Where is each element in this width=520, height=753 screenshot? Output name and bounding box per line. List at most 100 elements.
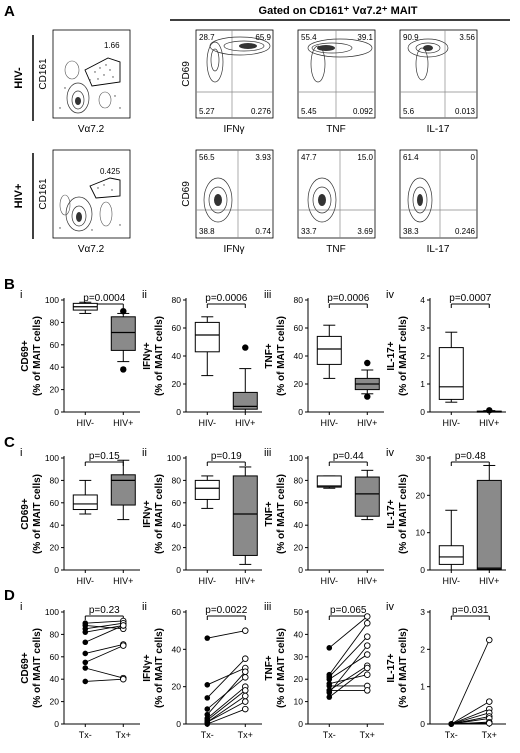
- x-tick-label: Tx-: [323, 730, 336, 740]
- pvalue-label: p=0.0006: [205, 293, 247, 304]
- y-tick-label: 60: [50, 340, 60, 350]
- pair-line: [451, 712, 490, 725]
- panel-roman-label: ii: [142, 289, 147, 301]
- y-tick-label: 80: [50, 475, 60, 485]
- svg-text:38.8: 38.8: [199, 227, 215, 236]
- pair-line: [85, 622, 124, 630]
- y-tick-label: 20: [50, 697, 60, 707]
- post-point: [242, 627, 249, 634]
- panel-roman-label: iv: [386, 289, 394, 301]
- box: [316, 335, 342, 365]
- y-tick-label: 10: [416, 528, 426, 538]
- pre-point: [204, 706, 211, 712]
- post-point: [242, 705, 249, 713]
- y-axis-label: IL-17+: [386, 653, 397, 682]
- pre-point: [204, 635, 211, 641]
- chart-c-i: i CD69+ (% of MAIT cells) 0 20 40 60 80 100 HIV- H…: [20, 447, 140, 586]
- y-tick-label: 80: [294, 295, 304, 305]
- chart-d-ii: ii IFNγ+ (% of MAIT cells) 0 20 40 60 Tx- Tx+ p=0…: [142, 601, 262, 740]
- y-tick-label: 0: [54, 565, 59, 575]
- svg-text:56.5: 56.5: [199, 153, 215, 162]
- y-tick-label: 0: [298, 407, 303, 417]
- chart-d-iii: iii TNF+ (% of MAIT cells) 0 10 20 30 40 50 Tx- Tx…: [264, 601, 384, 740]
- svg-text:15.0: 15.0: [357, 153, 373, 162]
- post-point: [364, 619, 371, 627]
- box: [316, 475, 342, 488]
- section-label-d: D: [4, 587, 15, 604]
- gate-value: 1.66: [104, 41, 120, 50]
- svg-text:HIV+: HIV+: [13, 184, 25, 209]
- pair-line: [451, 701, 490, 725]
- pre-point: [326, 689, 333, 696]
- y-axis-sublabel: (% of MAIT cells): [154, 628, 165, 708]
- pair-line: [85, 667, 124, 679]
- y-axis-label: IFNγ+: [142, 342, 153, 370]
- y-tick-label: 40: [172, 644, 182, 654]
- y-tick-label: 80: [172, 475, 182, 485]
- pvalue-label: p=0.23: [89, 605, 120, 616]
- svg-text:55.4: 55.4: [301, 33, 317, 42]
- y-axis-label: CD69+: [20, 340, 31, 372]
- svg-text:HIV-: HIV-: [13, 67, 25, 89]
- y-tick-label: 10: [294, 697, 304, 707]
- svg-text:39.1: 39.1: [357, 33, 373, 42]
- pair-line: [206, 658, 246, 699]
- pair-line: [207, 701, 246, 723]
- pair-line: [207, 695, 246, 723]
- gate-xlabel: Vα7.2: [78, 244, 105, 255]
- gate-value: 0.425: [100, 167, 121, 176]
- x-tick-label: HIV-: [77, 418, 95, 428]
- y-axis-sublabel: (% of MAIT cells): [276, 628, 287, 708]
- pair-line: [450, 639, 490, 725]
- box: [438, 347, 464, 400]
- svg-text:TNF: TNF: [326, 244, 345, 255]
- svg-text:61.4: 61.4: [403, 153, 419, 162]
- y-axis-label: CD69+: [20, 652, 31, 684]
- panel-roman-label: i: [20, 601, 22, 613]
- y-tick-label: 100: [45, 453, 59, 463]
- y-tick-label: 60: [294, 498, 304, 508]
- pair-line: [329, 674, 368, 685]
- y-axis-sublabel: (% of MAIT cells): [32, 474, 43, 554]
- y-axis-label: TNF+: [264, 343, 275, 368]
- section-label-b: B: [4, 276, 15, 293]
- y-tick-label: 20: [294, 379, 304, 389]
- x-tick-label: Tx+: [482, 730, 497, 740]
- y-tick-label: 80: [50, 317, 60, 327]
- pre-point: [326, 645, 333, 651]
- panel-roman-label: i: [20, 447, 22, 459]
- x-tick-label: HIV-: [443, 576, 461, 586]
- panel-roman-label: iii: [264, 447, 271, 459]
- y-axis-label: IL-17+: [386, 499, 397, 528]
- svg-text:38.3: 38.3: [403, 227, 419, 236]
- y-tick-label: 0: [420, 719, 425, 729]
- box: [110, 474, 136, 506]
- quadrant-plot-hiv-pos-ifng: 56.5 3.93 38.8 0.74 IFNγ CD69: [181, 149, 274, 255]
- gating-title: Gated on CD161⁺ Vα7.2⁺ MAIT: [259, 5, 418, 17]
- pvalue-label: p=0.0004: [83, 293, 125, 304]
- box: [232, 391, 258, 410]
- panel-roman-label: ii: [142, 447, 147, 459]
- y-tick-label: 60: [172, 323, 182, 333]
- pre-point: [82, 659, 89, 666]
- x-tick-label: HIV+: [479, 418, 499, 428]
- outlier-point: [120, 366, 127, 373]
- post-point: [120, 622, 127, 629]
- y-tick-label: 40: [294, 351, 304, 361]
- pvalue-label: p=0.0022: [205, 605, 247, 616]
- svg-text:0.74: 0.74: [255, 227, 271, 236]
- x-tick-label: HIV+: [235, 576, 255, 586]
- y-axis-sublabel: (% of MAIT cells): [276, 316, 287, 396]
- y-tick-label: 1: [420, 379, 425, 389]
- pre-point: [326, 683, 333, 689]
- box: [438, 545, 464, 565]
- svg-text:3.69: 3.69: [357, 227, 373, 236]
- y-axis-label: TNF+: [264, 501, 275, 526]
- pair-line: [85, 678, 124, 682]
- svg-text:0.092: 0.092: [353, 107, 374, 116]
- post-point: [364, 664, 371, 672]
- x-tick-label: Tx-: [445, 730, 458, 740]
- post-point: [486, 698, 493, 705]
- pvalue-label: p=0.0007: [449, 293, 491, 304]
